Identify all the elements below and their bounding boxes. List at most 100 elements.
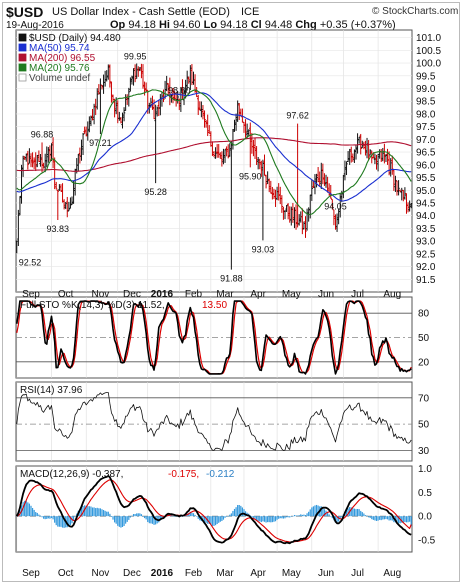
macd-histogram-bar (126, 516, 128, 522)
macd-histogram-bar (192, 513, 195, 517)
macd-histogram-bar (249, 515, 251, 517)
price-annotation: 95.28 (144, 187, 167, 197)
macd-histogram-bar (98, 508, 100, 517)
macd-histogram-bar (407, 516, 409, 523)
macd-histogram-bar (243, 509, 245, 517)
macd-histogram-bar (120, 516, 122, 528)
macd-histogram-bar (129, 516, 131, 518)
macd-histogram-bar (60, 516, 62, 527)
macd-histogram-bar (385, 516, 387, 520)
high-label: Hi (158, 19, 170, 31)
macd-histogram-bar (107, 511, 109, 517)
rsi-y-tick-label: 50 (418, 420, 430, 431)
macd-histogram-bar (232, 510, 234, 517)
macd-histogram-bar (84, 505, 86, 517)
macd-histogram-bar (230, 513, 232, 517)
macd-y-tick-label: 0.5 (418, 488, 432, 499)
panel-frame-macd (15, 465, 413, 553)
macd-histogram-bar (80, 507, 83, 517)
macd-histogram-bar (312, 506, 314, 517)
date-label: 19-Aug-2016 (6, 20, 64, 31)
macd-histogram-bar (33, 509, 35, 517)
macd-histogram-bar (63, 516, 65, 528)
macd-histogram-bar (52, 516, 54, 520)
macd-histogram-bar (331, 516, 333, 519)
macd-histogram-bar (140, 514, 143, 517)
macd-histogram-bar (317, 505, 319, 517)
macd-histogram-bar (380, 516, 382, 521)
macd-histogram-bar (379, 516, 381, 520)
price-annotation: 99.95 (124, 51, 147, 61)
macd-histogram-bar (150, 516, 152, 524)
macd-histogram-bar (58, 516, 60, 527)
macd-histogram-bar (366, 515, 368, 517)
price-annotation: 94.05 (324, 201, 347, 211)
macd-histogram-bar (16, 516, 18, 517)
macd-histogram-bar (282, 516, 285, 519)
macd-histogram-bar (104, 510, 106, 517)
macd-histogram-bar (22, 502, 24, 517)
macd-legend-signal: -0.175, (168, 469, 199, 480)
price-y-tick-label: 92.5 (416, 249, 436, 260)
macd-histogram-bar (139, 513, 141, 517)
macd-y-tick-label: -0.5 (418, 536, 436, 547)
macd-histogram-bar (132, 514, 135, 517)
open-value: 94.18 (128, 19, 156, 31)
price-y-tick-label: 99.0 (416, 84, 436, 95)
x-tick-label-bottom: Oct (58, 568, 74, 579)
macd-histogram-bar (79, 509, 81, 517)
price-y-tick-label: 93.5 (416, 224, 436, 235)
macd-histogram-bar (31, 507, 34, 517)
macd-histogram-bar (259, 516, 261, 522)
macd-histogram-bar (238, 505, 240, 517)
macd-histogram-bar (297, 515, 299, 517)
macd-histogram-bar (128, 516, 130, 520)
macd-y-tick-label: 0.0 (418, 512, 432, 523)
macd-histogram-bar (410, 516, 412, 527)
sto-y-tick-label: 50 (418, 333, 430, 344)
macd-histogram-bar (96, 507, 98, 517)
macd-histogram-bar (145, 516, 147, 520)
macd-histogram-bar (240, 505, 242, 517)
price-legend-label: Volume undef (29, 73, 90, 84)
macd-histogram-bar (208, 516, 210, 524)
high-value: 94.60 (173, 19, 201, 31)
rsi-line (16, 392, 412, 451)
macd-histogram-bar (125, 516, 127, 524)
macd-histogram-bar (271, 516, 273, 523)
macd-histogram-bar (118, 516, 120, 527)
price-y-tick-label: 100.0 (416, 59, 441, 70)
macd-histogram-bar (41, 516, 43, 518)
price-y-tick-label: 91.5 (416, 275, 436, 286)
price-annotation: 93.83 (47, 224, 70, 234)
price-y-tick-label: 92.0 (416, 262, 436, 273)
macd-histogram-bar (101, 509, 103, 517)
macd-histogram-bar (364, 515, 367, 517)
macd-histogram-bar (301, 514, 303, 517)
macd-histogram-bar (72, 516, 75, 521)
sto-k-line (16, 300, 412, 375)
price-annotation: 95.90 (239, 171, 262, 181)
x-tick-label-bottom: Nov (92, 568, 110, 579)
macd-histogram-bar (216, 516, 218, 525)
macd-histogram-bar (295, 515, 297, 517)
close-label: Cl (250, 19, 262, 31)
macd-histogram-bar (260, 516, 262, 523)
macd-histogram-bar (309, 509, 311, 517)
macd-histogram-bar (151, 516, 154, 524)
macd-histogram-bar (323, 509, 326, 517)
x-tick-label-top: Sep (22, 289, 40, 300)
macd-histogram-bar (262, 516, 264, 522)
price-annotation: 91.88 (220, 274, 243, 284)
macd-histogram-bar (341, 516, 343, 518)
macd-histogram-bar (55, 516, 57, 526)
macd-histogram-bar (320, 506, 322, 517)
macd-histogram-bar (287, 516, 289, 518)
sto-legend-label: Full STO %K(14,3) %D(3) 11.52, (20, 300, 165, 311)
macd-histogram-bar (352, 508, 354, 517)
macd-histogram-bar (158, 516, 160, 523)
macd-legend-label: MACD(12,26,9) -0.387, (20, 469, 123, 480)
macd-histogram-bar (383, 516, 385, 520)
